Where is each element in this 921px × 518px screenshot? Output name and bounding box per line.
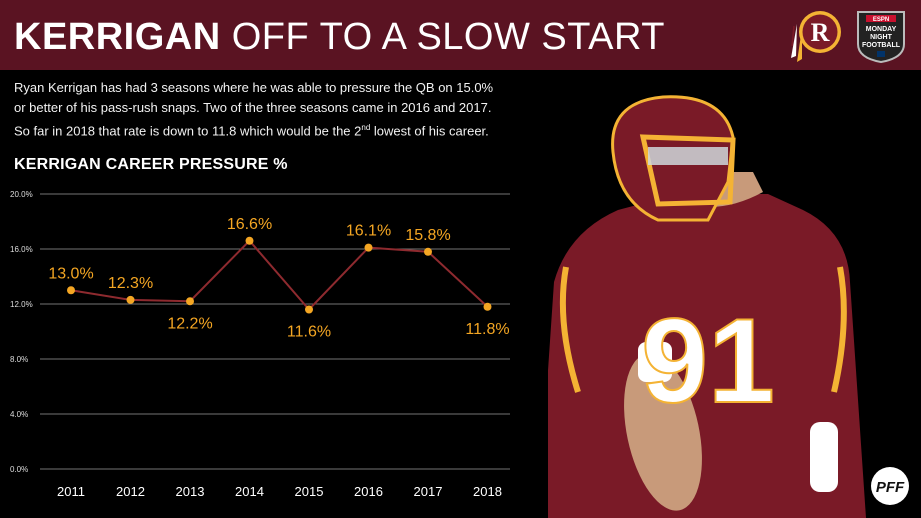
redskins-logo: R (791, 11, 841, 62)
data-label: 16.1% (346, 223, 391, 240)
y-tick-label: 16.0% (10, 245, 33, 254)
pressure-line-chart: 0.0% 4.0% 8.0% 12.0% 16.0% 20.0% 2011 2012 2013 2… (10, 190, 510, 499)
description-line-2: or better of his pass-rush snaps. Two of… (14, 100, 492, 115)
x-tick-label: 2013 (176, 484, 205, 499)
y-tick-label: 12.0% (10, 300, 33, 309)
data-label: 16.6% (227, 216, 272, 233)
svg-text:R: R (811, 18, 830, 47)
y-tick-label: 0.0% (10, 465, 28, 474)
x-tick-label: 2017 (414, 484, 443, 499)
description-line-1: Ryan Kerrigan has had 3 seasons where he… (14, 80, 494, 95)
page-title: KERRIGAN OFF TO A SLOW START (14, 15, 665, 59)
data-label: 12.2% (167, 315, 212, 332)
data-label: 15.8% (405, 227, 450, 244)
player-glove-left (638, 342, 672, 382)
y-tick-label: 20.0% (10, 190, 33, 199)
x-tick-label: 2016 (354, 484, 383, 499)
pff-logo: PFF (871, 467, 909, 505)
chart-labels: 13.0% 12.3% 12.2% 16.6% 11.6% 16.1% 15.8% 11.8% (48, 216, 509, 341)
description-line-3: So far in 2018 that rate is down to 11.8… (14, 118, 534, 141)
data-point (424, 247, 432, 256)
chart-grid: 0.0% 4.0% 8.0% 12.0% 16.0% 20.0% 2011 2012 2013 2… (10, 190, 510, 499)
chart-series (67, 236, 492, 314)
data-point (67, 286, 75, 295)
x-tick-label: 2015 (295, 484, 324, 499)
y-tick-label: 8.0% (10, 355, 28, 364)
facemask (639, 134, 736, 207)
chart-title: KERRIGAN CAREER PRESSURE % (14, 156, 288, 173)
title-bold: KERRIGAN (14, 16, 221, 58)
jersey-number: 91 (641, 294, 774, 428)
description-line-3a: So far in 2018 that rate is down to 11.8… (14, 123, 362, 139)
data-label: 11.8% (465, 321, 509, 338)
description-superscript: nd (361, 123, 371, 132)
series-line (70, 239, 489, 311)
visor (648, 147, 728, 165)
monday-night-football-logo: ESPN MONDAY NIGHT FOOTBALL (857, 11, 905, 64)
title-rest: OFF TO A SLOW START (231, 16, 665, 58)
data-point (186, 297, 194, 306)
description-line-3b: lowest of his career. (370, 123, 489, 139)
player-glove-right (810, 422, 838, 492)
y-tick-label: 4.0% (10, 410, 28, 419)
mnf-line-monday: MONDAY (866, 26, 897, 33)
data-label: 13.0% (48, 265, 93, 282)
player-arm (624, 353, 702, 511)
data-label: 12.3% (108, 275, 153, 292)
data-point (126, 295, 135, 304)
data-point (245, 236, 254, 245)
mnf-line-night: NIGHT (870, 34, 893, 41)
data-label: 11.6% (287, 324, 331, 341)
pff-text: PFF (876, 479, 905, 496)
mnf-line-football: FOOTBALL (862, 42, 901, 49)
player-image: 91 (548, 95, 866, 518)
mnf-espn-text: ESPN (873, 17, 889, 23)
data-point (483, 302, 492, 311)
description-text: Ryan Kerrigan has had 3 seasons where he… (14, 78, 534, 141)
x-tick-label: 2012 (116, 484, 145, 499)
header-bar: KERRIGAN OFF TO A SLOW START R ESPN MOND… (0, 0, 921, 70)
x-tick-label: 2014 (235, 484, 264, 499)
x-tick-label: 2018 (473, 484, 502, 499)
data-point (305, 305, 313, 314)
x-tick-label: 2011 (57, 484, 85, 499)
data-point (364, 243, 373, 252)
